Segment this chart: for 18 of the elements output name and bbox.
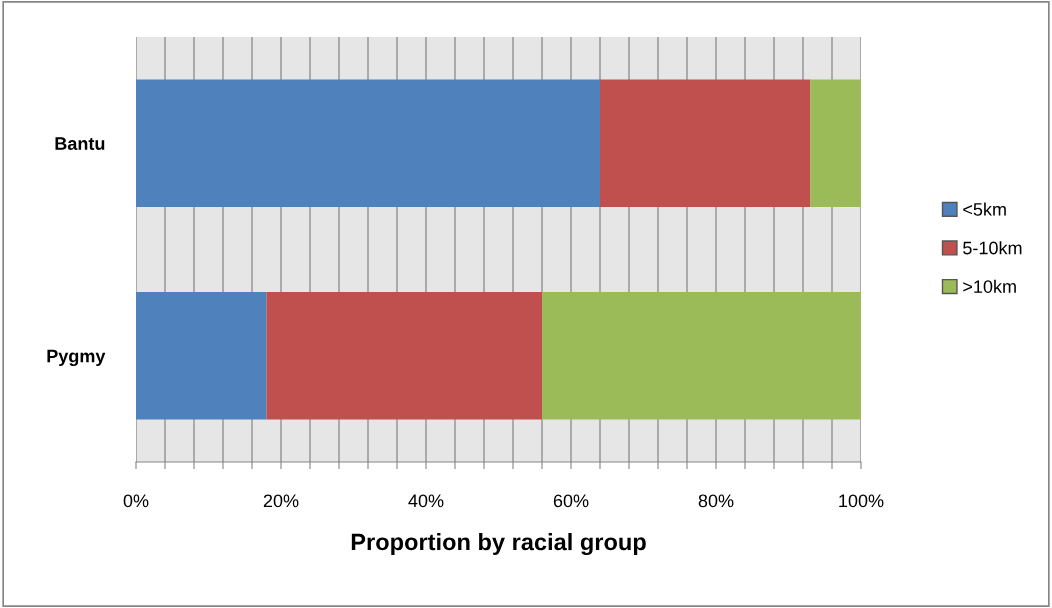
x-tick-label: 0% [123,494,149,508]
y-tick-label: Pygmy [47,349,106,367]
x-tick-label: 20% [263,494,299,508]
legend-label: <5km [963,202,1006,216]
bar [600,79,811,207]
bar [810,79,861,207]
bar [136,79,600,207]
x-tick-label: 60% [553,494,589,508]
y-tick-label: Bantu [55,137,105,150]
bar [266,292,542,420]
bar [542,292,861,420]
x-axis-title: Proportion by racial group [351,533,646,556]
x-tick-label: 80% [698,494,734,508]
x-tick-label: 40% [408,494,444,508]
x-tick-label: 100% [839,494,884,508]
bar [136,292,267,420]
legend-label: 5-10km [963,241,1022,255]
legend-label: >10km [963,279,1016,293]
